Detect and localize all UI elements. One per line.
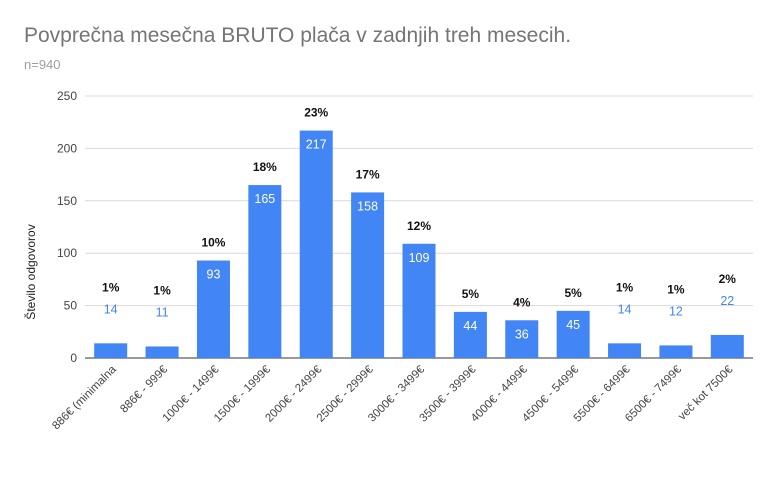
bar-value-label: 109 — [409, 251, 430, 265]
bar — [556, 310, 590, 358]
x-axis-ticks: 886€ (minimalna 886€ - 999€1000€ - 1499€1… — [50, 363, 736, 432]
bar-percent-label: 1% — [667, 282, 685, 296]
bar-percent-label: 18% — [253, 160, 277, 174]
bar-value-label: 14 — [618, 302, 632, 316]
bar — [505, 320, 539, 358]
bar — [145, 346, 179, 358]
y-tick-label: 150 — [57, 194, 77, 208]
bar — [659, 345, 693, 358]
bar-value-label: 158 — [357, 199, 378, 213]
y-tick-label: 100 — [57, 246, 77, 260]
bar — [196, 260, 230, 358]
bar-value-label: 36 — [515, 327, 529, 341]
bar-value-label: 11 — [156, 305, 169, 319]
bar-value-label: 12 — [669, 304, 683, 318]
bar-percent-label: 5% — [462, 287, 480, 301]
bar-percent-label: 1% — [616, 280, 634, 294]
y-tick-label: 0 — [70, 351, 77, 365]
bar — [402, 243, 436, 358]
bar-percent-label: 17% — [356, 167, 380, 181]
x-tick-label: 886€ (minimalna — [50, 363, 119, 432]
bar — [94, 343, 128, 358]
bar — [351, 192, 385, 358]
bar-percent-label: 1% — [153, 283, 171, 297]
bars: 14 1% 11 1% 93 10% 165 18% 217 23% 158 17% 109 12% 44 5… — [94, 106, 744, 358]
y-tick-label: 50 — [64, 299, 78, 313]
bar-value-label: 44 — [463, 319, 477, 333]
bar-value-label: 165 — [254, 192, 275, 206]
bar-percent-label: 12% — [407, 219, 431, 233]
x-tick-label: 886€ - 999€ — [118, 363, 170, 415]
y-tick-label: 200 — [57, 141, 77, 155]
bar-percent-label: 4% — [513, 295, 531, 309]
bar — [453, 311, 487, 358]
bar-percent-label: 5% — [564, 286, 582, 300]
bar-value-label: 14 — [104, 302, 118, 316]
bar-percent-label: 10% — [201, 236, 225, 250]
bar-value-label: 93 — [207, 268, 221, 282]
bar-value-label: 217 — [306, 138, 327, 152]
bar-percent-label: 23% — [304, 106, 328, 120]
bar — [710, 334, 744, 358]
y-axis-ticks: 0 50 100 150 200 250 — [57, 89, 77, 365]
bar-value-label: 22 — [720, 294, 734, 308]
bar — [248, 185, 282, 358]
y-tick-label: 250 — [57, 89, 77, 103]
chart-title: Povprečna mesečna BRUTO plača v zadnjih … — [24, 24, 572, 47]
chart-subtitle: n=940 — [24, 57, 61, 72]
bar-percent-label: 1% — [102, 280, 120, 294]
bar-percent-label: 2% — [719, 272, 737, 286]
bar-value-label: 45 — [566, 318, 580, 332]
y-axis-label: Število odgovorov — [23, 224, 38, 319]
bar — [299, 130, 333, 358]
bar — [608, 343, 642, 358]
x-tick-label: več kot 7500€ — [676, 363, 736, 423]
